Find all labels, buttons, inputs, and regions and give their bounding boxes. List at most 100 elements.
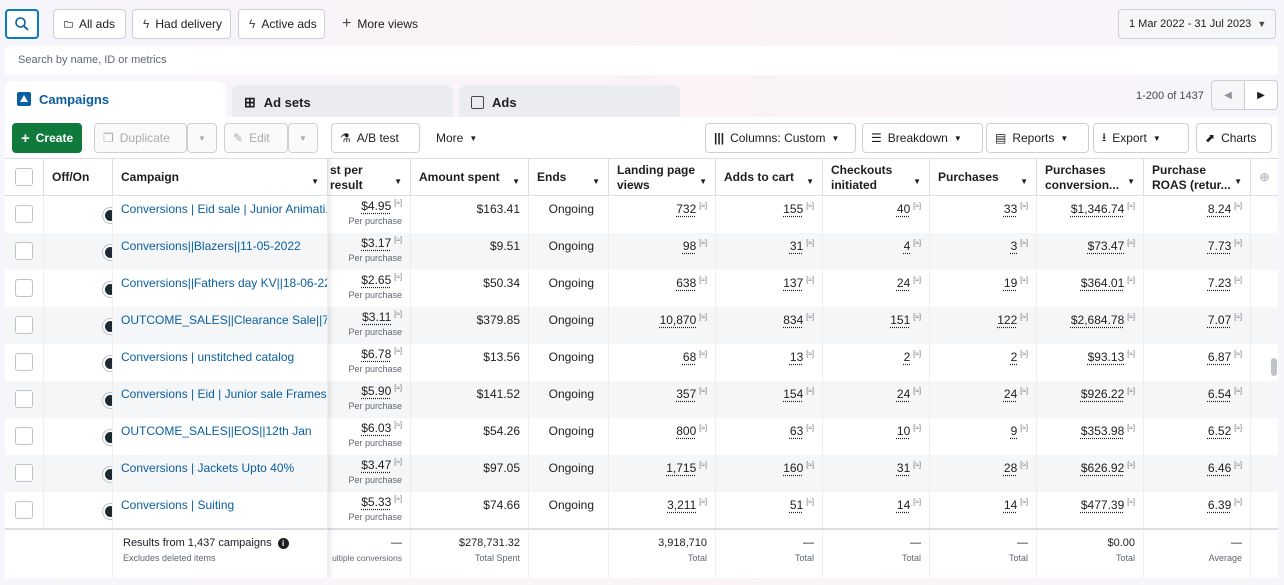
cell-value[interactable]: $2.65 [361, 273, 392, 287]
vertical-scrollbar[interactable] [1271, 358, 1277, 376]
cell-value[interactable]: 13 [789, 350, 804, 364]
campaign-name-link[interactable]: Conversions | Eid | Junior sale Frames [113, 381, 328, 418]
campaign-toggle[interactable] [102, 429, 112, 446]
campaign-name-link[interactable]: OUTCOME_SALES||EOS||12th Jan [113, 418, 328, 455]
add-column-button[interactable]: ⊕ [1251, 159, 1278, 196]
reports-button[interactable]: ▤ Reports ▼ [986, 123, 1089, 153]
cell-value[interactable]: $2,684.78 [1070, 313, 1125, 327]
view-had-delivery[interactable]: ϟ Had delivery [132, 9, 231, 39]
cell-value[interactable]: 9 [1010, 424, 1018, 438]
table-row[interactable]: OUTCOME_SALES||EOS||12th Jan $6.03 [≈] Per … [5, 418, 1278, 455]
cell-value[interactable]: 51 [789, 498, 804, 512]
cell-value[interactable]: 800 [676, 424, 697, 438]
cell-value[interactable]: 7.23 [1207, 276, 1232, 290]
col-adds-to-cart[interactable]: Adds to cart ▼ [716, 159, 823, 196]
search-input[interactable]: Search by name, ID or metrics [5, 46, 1278, 75]
row-checkbox[interactable] [15, 427, 33, 445]
cell-value[interactable]: $3.11 [362, 310, 392, 324]
prev-page-button[interactable]: ◀ [1211, 80, 1245, 110]
col-checkouts[interactable]: Checkouts initiated ▼ [823, 159, 930, 196]
cell-value[interactable]: $3.47 [361, 458, 392, 472]
ab-test-button[interactable]: ⚗ A/B test [331, 123, 420, 153]
col-campaign[interactable]: Campaign ▼ [113, 159, 328, 196]
cell-value[interactable]: 40 [896, 202, 911, 216]
cell-value[interactable]: 6.87 [1207, 350, 1232, 364]
col-cost-per-result[interactable]: st per result ▼ [328, 159, 411, 196]
cell-value[interactable]: 1,715 [666, 461, 697, 475]
cell-value[interactable]: 8.24 [1207, 202, 1232, 216]
edit-dropdown[interactable]: ▼ [288, 123, 318, 153]
table-row[interactable]: Conversions | Suiting $5.33 [≈] Per purchas… [5, 492, 1278, 529]
view-all-ads[interactable]: All ads [53, 9, 126, 39]
cell-value[interactable]: $5.33 [361, 495, 392, 509]
cell-value[interactable]: $926.22 [1080, 387, 1125, 401]
cell-value[interactable]: 7.73 [1207, 239, 1232, 253]
cell-value[interactable]: 3,211 [667, 498, 697, 512]
cell-value[interactable]: $4.95 [361, 199, 392, 213]
cell-value[interactable]: 4 [903, 239, 911, 253]
row-checkbox[interactable] [15, 501, 33, 519]
cell-value[interactable]: 2 [1010, 350, 1018, 364]
export-button[interactable]: ⭳ Export ▼ [1093, 123, 1189, 153]
campaign-toggle[interactable] [102, 207, 112, 224]
campaign-toggle[interactable] [102, 392, 112, 409]
cell-value[interactable]: 357 [676, 387, 697, 401]
row-checkbox[interactable] [15, 390, 33, 408]
table-row[interactable]: Conversions | unstitched catalog $6.78 [≈]… [5, 344, 1278, 381]
cell-value[interactable]: 154 [783, 387, 804, 401]
cell-value[interactable]: 14 [1003, 498, 1018, 512]
tab-ad-sets[interactable]: ⊞ Ad sets [232, 85, 453, 119]
cell-value[interactable]: $3.17 [361, 236, 392, 250]
more-button[interactable]: More ▼ [428, 123, 496, 153]
col-offon[interactable]: Off/On [44, 159, 113, 196]
search-button[interactable] [5, 9, 39, 39]
campaign-toggle[interactable] [102, 318, 112, 335]
tab-campaigns[interactable]: Campaigns [5, 81, 226, 117]
table-row[interactable]: Conversions||Fathers day KV||18-06-22 $2.… [5, 270, 1278, 307]
col-amount-spent[interactable]: Amount spent ▼ [411, 159, 529, 196]
cell-value[interactable]: 98 [682, 239, 697, 253]
row-checkbox[interactable] [15, 279, 33, 297]
cell-value[interactable]: 6.46 [1207, 461, 1232, 475]
cell-value[interactable]: 14 [896, 498, 911, 512]
cell-value[interactable]: $626.92 [1080, 461, 1125, 475]
cell-value[interactable]: 6.52 [1207, 424, 1232, 438]
col-purchase-roas[interactable]: Purchase ROAS (retur... ▼ [1144, 159, 1251, 196]
next-page-button[interactable]: ▶ [1244, 80, 1278, 110]
cell-value[interactable]: 732 [676, 202, 697, 216]
cell-value[interactable]: 24 [896, 387, 911, 401]
create-button[interactable]: + Create [12, 123, 83, 153]
campaign-toggle[interactable] [102, 466, 112, 483]
edit-button[interactable]: ✎ Edit [224, 123, 288, 153]
breakdown-button[interactable]: ☰ Breakdown ▼ [862, 123, 983, 153]
col-ends[interactable]: Ends ▼ [529, 159, 609, 196]
cell-value[interactable]: 28 [1003, 461, 1018, 475]
cell-value[interactable]: 6.54 [1207, 387, 1232, 401]
cell-value[interactable]: $353.98 [1080, 424, 1125, 438]
cell-value[interactable]: 63 [789, 424, 804, 438]
cell-value[interactable]: 155 [783, 202, 804, 216]
cell-value[interactable]: $6.03 [361, 421, 392, 435]
col-landing-page-views[interactable]: Landing page views ▼ [609, 159, 716, 196]
cell-value[interactable]: 31 [789, 239, 804, 253]
cell-value[interactable]: 31 [896, 461, 911, 475]
cell-value[interactable]: 834 [783, 313, 804, 327]
table-row[interactable]: Conversions | Jackets Upto 40% $3.47 [≈] Pe… [5, 455, 1278, 492]
cell-value[interactable]: 160 [783, 461, 804, 475]
view-active-ads[interactable]: ϟ Active ads [238, 9, 325, 39]
table-row[interactable]: Conversions||Blazers||11-05-2022 $3.17 [≈]… [5, 233, 1278, 270]
charts-button[interactable]: ⬈ Charts [1196, 123, 1272, 153]
col-purchases[interactable]: Purchases ▼ [930, 159, 1037, 196]
campaign-name-link[interactable]: OUTCOME_SALES||Clearance Sale||7th ... [113, 307, 328, 344]
cell-value[interactable]: 638 [676, 276, 697, 290]
date-range-picker[interactable]: 1 Mar 2022 - 31 Jul 2023 ▼ [1118, 9, 1276, 39]
table-row[interactable]: Conversions | Eid sale | Junior Animati.… [5, 196, 1278, 233]
row-checkbox[interactable] [15, 464, 33, 482]
cell-value[interactable]: 151 [890, 313, 911, 327]
cell-value[interactable]: 33 [1003, 202, 1018, 216]
row-checkbox[interactable] [15, 353, 33, 371]
more-views-button[interactable]: + More views [332, 9, 432, 39]
cell-value[interactable]: 19 [1003, 276, 1018, 290]
tab-ads[interactable]: Ads [459, 85, 680, 119]
cell-value[interactable]: 24 [896, 276, 911, 290]
